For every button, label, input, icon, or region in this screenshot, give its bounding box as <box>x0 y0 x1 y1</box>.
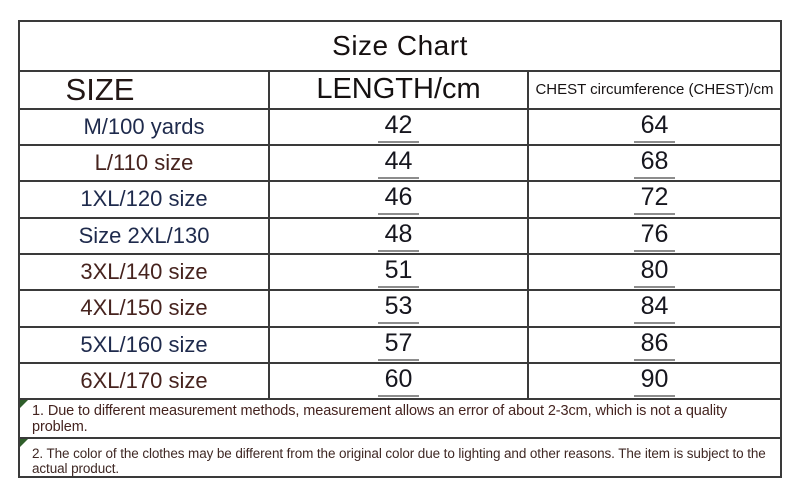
chest-value: 72 <box>633 183 676 216</box>
chest-cell: 64 <box>529 110 780 144</box>
chest-cell: 72 <box>529 182 780 216</box>
chest-value: 64 <box>633 111 676 143</box>
chest-value: 80 <box>633 256 676 289</box>
length-value: 46 <box>377 183 420 216</box>
table-row: M/100 yards 42 64 <box>20 109 780 146</box>
table-body: M/100 yards 42 64 L/110 size 44 68 1XL/1… <box>20 109 780 401</box>
size-cell: L/110 size <box>20 145 270 181</box>
length-value: 60 <box>377 365 420 398</box>
length-cell: 60 <box>270 363 529 399</box>
size-cell: 6XL/170 size <box>20 363 270 399</box>
chest-cell: 76 <box>529 219 780 253</box>
column-header-chest: CHEST circumference (CHEST)/cm <box>535 81 774 99</box>
chest-value: 86 <box>633 329 676 361</box>
column-header-size: SIZE <box>20 71 270 108</box>
table-row: 3XL/140 size 51 80 <box>20 254 780 292</box>
length-value: 44 <box>377 147 420 180</box>
table-row: 1XL/120 size 46 72 <box>20 182 780 219</box>
length-cell: 57 <box>270 327 529 362</box>
size-cell: 3XL/140 size <box>20 254 270 290</box>
chest-cell: 90 <box>529 364 780 398</box>
column-header-length: LENGTH/cm <box>270 71 529 108</box>
length-cell: 42 <box>270 109 529 144</box>
size-cell: Size 2XL/130 <box>20 218 270 253</box>
cell-comment-marker-icon <box>20 439 28 447</box>
footnote-color: 2. The color of the clothes may be diffe… <box>20 439 780 476</box>
chest-value: 68 <box>633 147 676 180</box>
table-row: L/110 size 44 68 <box>20 145 780 183</box>
table-row: 6XL/170 size 60 90 <box>20 363 780 401</box>
length-value: 48 <box>377 220 420 252</box>
length-cell: 53 <box>270 291 529 326</box>
chest-value: 90 <box>633 365 676 398</box>
length-cell: 44 <box>270 145 529 181</box>
table-row: 4XL/150 size 53 84 <box>20 291 780 328</box>
chest-value: 84 <box>633 292 676 325</box>
chest-value: 76 <box>633 220 676 252</box>
length-value: 42 <box>377 111 420 143</box>
length-cell: 46 <box>270 182 529 217</box>
chest-cell: 86 <box>529 328 780 362</box>
size-chart-table: Size Chart SIZE LENGTH/cm CHEST circumfe… <box>18 20 782 478</box>
table-header-row: SIZE LENGTH/cm CHEST circumference (CHES… <box>20 71 780 110</box>
length-cell: 51 <box>270 254 529 290</box>
footnote-measurement: 1. Due to different measurement methods,… <box>20 400 780 439</box>
length-value: 57 <box>377 329 420 361</box>
size-cell: 1XL/120 size <box>20 182 270 217</box>
chest-cell: 80 <box>529 255 780 289</box>
chest-cell: 84 <box>529 291 780 325</box>
size-cell: M/100 yards <box>20 109 270 144</box>
cell-comment-marker-icon <box>20 400 28 409</box>
table-row: 5XL/160 size 57 86 <box>20 327 780 364</box>
length-value: 53 <box>377 292 420 325</box>
chest-cell: 68 <box>529 146 780 180</box>
size-cell: 4XL/150 size <box>20 291 270 326</box>
footnote-text: 2. The color of the clothes may be diffe… <box>32 446 766 476</box>
length-cell: 48 <box>270 218 529 253</box>
length-value: 51 <box>377 256 420 289</box>
size-cell: 5XL/160 size <box>20 327 270 362</box>
table-row: Size 2XL/130 48 76 <box>20 218 780 255</box>
chart-title: Size Chart <box>20 22 780 72</box>
footnote-text: 1. Due to different measurement methods,… <box>32 402 728 435</box>
